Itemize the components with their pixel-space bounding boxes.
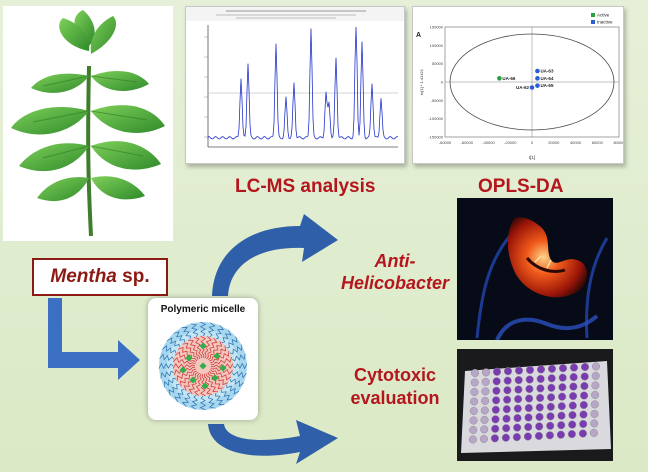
x-tick-label: 80000 [613, 140, 623, 145]
stomach-icon [457, 198, 613, 341]
x-tick-label: 20000 [548, 140, 560, 145]
y-tick-label: 50000 [432, 61, 444, 66]
opls-axes: -80000 -60000 -40000 -20000 0 20000 40000 60000… [428, 25, 625, 146]
legend-swatch [591, 20, 595, 24]
legend-swatch [591, 13, 595, 17]
oplsda-label: OPLS-DA [478, 176, 564, 197]
x-tick-label: 60000 [592, 140, 604, 145]
score-point [535, 68, 540, 74]
chromatogram-trace [207, 26, 399, 140]
opls-points: UA-66 UA-63 UA-64 UA-65 UA-62 [497, 68, 554, 90]
score-point [529, 85, 535, 90]
score-point-label: UA-65 [540, 83, 554, 88]
x-tick-label: -60000 [461, 140, 474, 145]
chromatogram-image [185, 6, 405, 164]
score-point-label: UA-66 [502, 76, 516, 81]
anti-line2: Helicobacter [340, 273, 450, 293]
y-tick-label: -50000 [431, 98, 444, 103]
y-tick-label: 150000 [430, 25, 444, 30]
lcms-label: LC-MS analysis [235, 176, 376, 197]
x-tick-label: -20000 [504, 140, 517, 145]
micelle-title: Polymeric micelle [160, 304, 246, 315]
x-tick-label: -40000 [482, 140, 495, 145]
opls-legend: Active Inactive [591, 13, 613, 25]
x-tick-label: -80000 [439, 140, 452, 145]
y-tick-label: -100000 [428, 116, 443, 121]
mint-plant-image [3, 6, 173, 241]
legend-entry: Active [597, 13, 610, 18]
y-tick-label: 100000 [430, 43, 444, 48]
mentha-genus: Mentha [50, 266, 117, 287]
cyto-line1: Cytotoxic [353, 365, 436, 385]
micelle-icon [158, 321, 248, 411]
cyto-line2: evaluation [350, 388, 440, 408]
score-point [535, 83, 540, 88]
well-plate-image [457, 349, 613, 461]
score-point-label: UA-64 [540, 76, 554, 81]
mint-leaves-icon [11, 10, 165, 237]
x-axis-label: t[1] [529, 155, 535, 160]
y-tick-label: -150000 [428, 135, 443, 140]
score-point-label: UA-63 [540, 69, 554, 74]
mentha-suffix: sp. [116, 266, 150, 287]
x-tick-label: 0 [531, 140, 534, 145]
y-axis-label: to[1] * 1.41421 [419, 68, 424, 95]
curved-arrow-down-icon [208, 420, 338, 464]
score-point [535, 76, 540, 81]
score-point [497, 76, 502, 81]
legend-entry: Inactive [597, 20, 613, 25]
elbow-arrow-icon [48, 298, 140, 380]
x-tick-label: 40000 [570, 140, 582, 145]
anti-helicobacter-label: Anti- Helicobacter [340, 250, 450, 294]
curved-arrow-icon [212, 214, 338, 296]
anti-line1: Anti- [374, 251, 416, 271]
stomach-image [457, 198, 613, 341]
score-point-label: UA-62 [516, 85, 530, 90]
panel-letter: A [416, 32, 421, 39]
y-tick-label: 0 [441, 80, 444, 85]
cytotoxic-label: Cytotoxic evaluation [340, 364, 450, 410]
opls-da-plot: A Active Inactive -80000 -60000 -40000 -2000… [416, 13, 625, 161]
opls-da-image: A Active Inactive -80000 -60000 -40000 -2000… [412, 6, 625, 164]
mentha-box: Mentha sp. [32, 258, 168, 296]
chromatogram-plot [186, 7, 404, 148]
well-plate-icon [457, 349, 613, 461]
micelle-card: Polymeric micelle [148, 298, 258, 420]
